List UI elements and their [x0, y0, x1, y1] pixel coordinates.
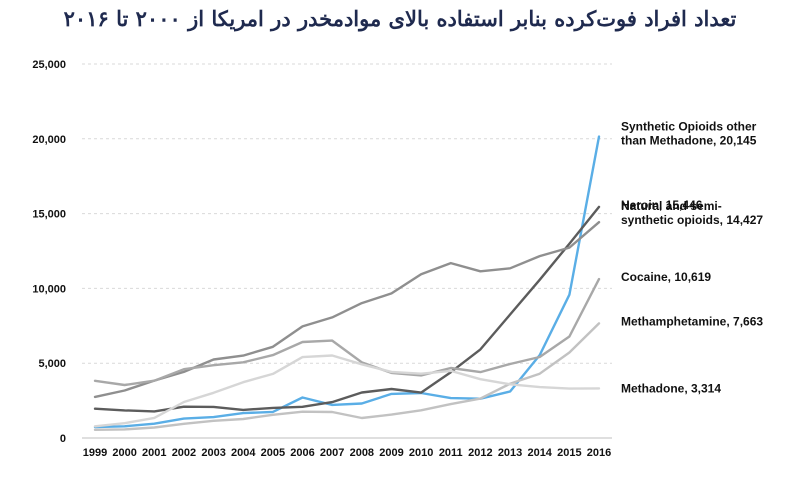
x-tick-label: 2009: [379, 447, 403, 459]
series-line-methamphetamine-7-663: [93, 322, 601, 431]
series-label-methamphetamine-7-663: Methamphetamine, 7,663: [621, 314, 763, 328]
series-line-heroin-15-446: [93, 205, 601, 413]
x-tick-label: 2011: [439, 447, 463, 459]
x-tick-label: 2005: [261, 447, 285, 459]
series-label-synthetic-opioids-other: Synthetic Opioids other: [621, 120, 757, 134]
x-tick-label: 2004: [231, 447, 256, 459]
y-tick-label: 15,000: [32, 209, 66, 221]
x-tick-label: 2016: [587, 447, 611, 459]
series-label-cocaine-10-619: Cocaine, 10,619: [621, 270, 711, 284]
x-tick-label: 2002: [172, 447, 196, 459]
series-line-methadone-3-314: [93, 354, 601, 428]
series-line-cocaine-10-619: [93, 277, 601, 387]
series-label-synthetic-opioids-other: than Methadone, 20,145: [621, 134, 757, 148]
y-tick-label: 25,000: [32, 59, 66, 71]
series-line-natural-and-semi: [93, 220, 601, 399]
y-tick-label: 0: [60, 433, 66, 445]
x-tick-label: 2006: [290, 447, 314, 459]
x-tick-label: 2008: [350, 447, 374, 459]
chart-title: تعداد افراد فوت‌کرده بنابر استفاده بالای…: [63, 6, 737, 31]
y-tick-label: 20,000: [32, 134, 66, 146]
series-lines: [93, 135, 601, 431]
x-tick-label: 1999: [83, 447, 107, 459]
x-tick-label: 2000: [112, 447, 136, 459]
x-tick-label: 2015: [557, 447, 581, 459]
x-tick-label: 2007: [320, 447, 344, 459]
x-tick-label: 2001: [142, 447, 166, 459]
x-tick-label: 2003: [201, 447, 225, 459]
y-tick-label: 10,000: [32, 283, 66, 295]
series-label-methadone-3-314: Methadone, 3,314: [621, 381, 721, 395]
y-tick-label: 5,000: [38, 358, 66, 370]
axes: 0 5,000 10,000 15,000 20,000 25,000 1999 2000 20…: [32, 59, 612, 459]
x-tick-label: 2013: [498, 447, 522, 459]
series-label-heroin-15-446: Heroin, 15,446: [621, 198, 703, 212]
series-line-synthetic-opioids-other: [93, 135, 601, 429]
series-label-natural-and-semi: Natural and semi-: [621, 199, 722, 213]
x-tick-label: 2012: [468, 447, 492, 459]
series-label-natural-and-semi: synthetic opioids, 14,427: [621, 213, 763, 227]
gridlines: [82, 63, 612, 364]
x-tick-label: 2010: [409, 447, 433, 459]
x-tick-label: 2014: [527, 447, 552, 459]
